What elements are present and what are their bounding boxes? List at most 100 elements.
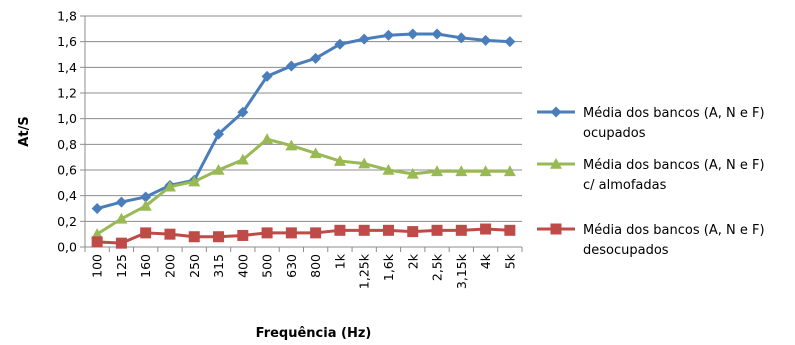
y-tick-label: 0,6 [57, 163, 77, 178]
data-point [358, 224, 370, 236]
data-point [504, 224, 516, 236]
y-tick-label: 1,0 [57, 111, 77, 126]
data-point [334, 38, 346, 50]
data-point [550, 158, 562, 169]
data-point [431, 224, 443, 236]
x-tick-label: 125 [114, 254, 129, 278]
series-group [91, 28, 516, 249]
data-point [164, 228, 176, 240]
legend-item: Média dos bancos (A, N e F) desocupados [537, 223, 765, 258]
data-point [285, 227, 297, 239]
x-tick-label: 250 [187, 254, 202, 278]
data-point [237, 229, 249, 241]
data-point [550, 223, 562, 235]
data-point [550, 106, 562, 118]
data-point [480, 223, 492, 235]
y-tick-label: 1,8 [57, 9, 77, 24]
data-point [309, 147, 322, 159]
data-point [480, 34, 492, 46]
legend-label: Média dos bancos (A, N e F) [583, 106, 765, 121]
x-tick-label: 2,5k [430, 253, 445, 281]
data-point [115, 237, 127, 249]
data-point [140, 227, 152, 239]
legend-label: Média dos bancos (A, N e F) [583, 223, 765, 238]
data-point [91, 236, 103, 248]
x-tick-label: 1,25k [357, 253, 372, 289]
data-point [504, 36, 516, 48]
x-tick-label: 2k [405, 253, 420, 269]
y-tick-label: 0,4 [57, 188, 77, 203]
data-point [407, 226, 419, 238]
y-tick-label: 0,0 [57, 240, 77, 255]
y-axis-title: At/S [17, 116, 32, 146]
data-point [431, 28, 443, 40]
series-line [96, 32, 510, 210]
x-tick-labels: 100 125 160 200 250 315 400 500 630 800 1k 1,25k 1,6… [90, 253, 518, 289]
data-point [406, 167, 419, 179]
x-tick-label: 630 [284, 254, 299, 278]
data-point [455, 165, 468, 177]
x-tick-label: 1k [332, 253, 347, 269]
legend-item: Média dos bancos (A, N e F) c/ almofadas [537, 158, 765, 193]
x-tick-label: 100 [90, 254, 105, 278]
x-axis-title: Frequência (Hz) [256, 326, 372, 341]
series-line [96, 137, 510, 236]
data-point [188, 175, 201, 187]
y-tick-label: 0,2 [57, 214, 77, 229]
data-point [382, 164, 395, 175]
x-tick-label: 4k [478, 253, 493, 269]
data-point [213, 231, 225, 243]
y-tick-label: 1,6 [57, 34, 77, 49]
legend-label: Média dos bancos (A, N e F) [583, 158, 765, 173]
y-tick-label: 1,2 [57, 86, 77, 101]
y-tick-label: 0,8 [57, 137, 77, 152]
data-point [163, 180, 176, 192]
data-point [139, 199, 152, 211]
data-point [237, 106, 249, 118]
axes [80, 15, 523, 252]
data-point [91, 228, 104, 239]
data-point [310, 52, 322, 64]
data-point [285, 139, 298, 151]
x-tick-label: 160 [138, 254, 153, 278]
data-point [358, 33, 370, 45]
data-point [334, 224, 346, 236]
data-point [115, 212, 128, 224]
x-tick-label: 315 [211, 254, 226, 278]
data-point [91, 203, 103, 214]
x-tick-label: 3,15k [454, 253, 469, 289]
data-point [140, 191, 152, 203]
data-point [431, 165, 444, 177]
x-tick-label: 400 [235, 254, 250, 278]
x-tick-label: 800 [308, 254, 323, 278]
series [91, 133, 516, 239]
data-point [479, 165, 492, 177]
data-point [333, 155, 346, 166]
legend-item: Média dos bancos (A, N e F) ocupados [537, 106, 765, 141]
data-point [503, 165, 516, 177]
data-point [261, 227, 273, 239]
legend-label: c/ almofadas [583, 178, 667, 193]
gridlines [85, 15, 522, 222]
data-point [310, 227, 322, 239]
data-point [188, 231, 200, 243]
y-tick-labels: 0,0 0,2 0,4 0,6 0,8 1,0 1,2 1,4 1,6 1,8 [57, 9, 77, 255]
data-point [261, 70, 273, 82]
x-tick-label: 200 [162, 254, 177, 278]
data-point [261, 133, 274, 144]
data-point [358, 157, 371, 169]
series [91, 28, 516, 214]
data-point [455, 32, 467, 44]
x-tick-label: 5k [502, 253, 517, 269]
data-point [212, 164, 225, 175]
data-point [213, 128, 225, 140]
data-point [236, 153, 249, 165]
data-point [115, 196, 127, 208]
data-point [285, 60, 297, 72]
series-line [97, 227, 510, 245]
data-point [382, 224, 394, 236]
legend-label: desocupados [583, 243, 669, 258]
legend: Média dos bancos (A, N e F)ocupadosMédia… [537, 106, 765, 258]
x-tick-label: 1,6k [381, 253, 396, 281]
